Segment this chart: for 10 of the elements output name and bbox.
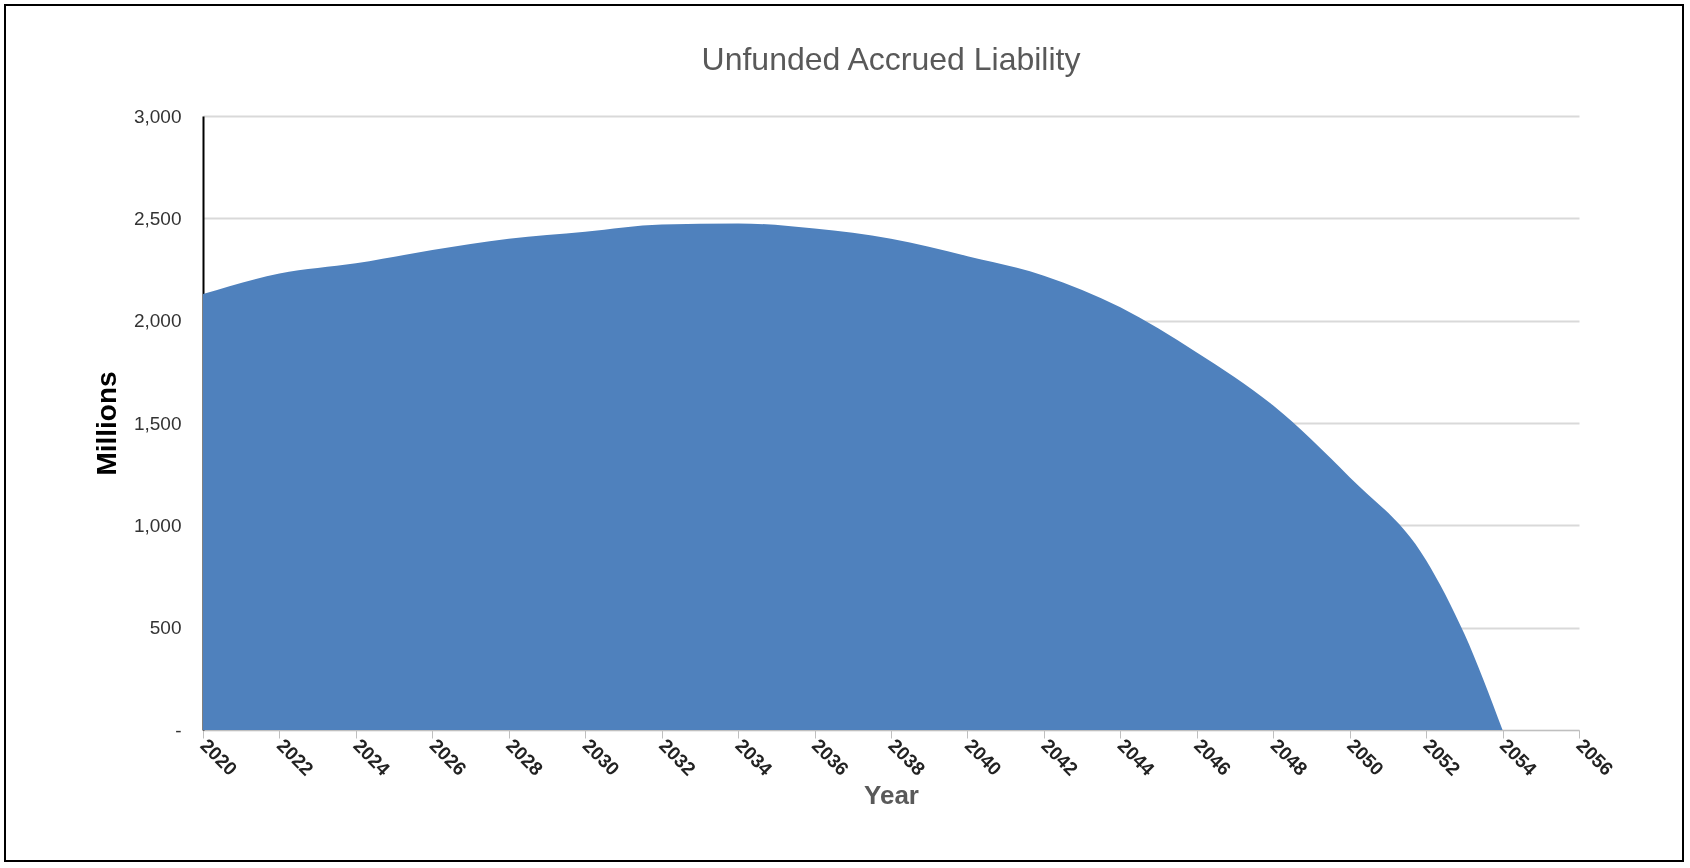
y-tick-label: 500	[149, 617, 182, 639]
y-tick-label: 1,000	[133, 514, 182, 536]
y-tick-label: 2,500	[133, 207, 182, 229]
y-tick-label: 1,500	[133, 412, 182, 434]
y-axis-title: Millions	[90, 371, 122, 476]
y-tick-label: 2,000	[133, 310, 182, 332]
chart-title: Unfunded Accrued Liability	[701, 41, 1081, 77]
x-axis-title: Year	[864, 780, 919, 811]
y-tick-label: -	[175, 719, 182, 741]
y-tick-label: 3,000	[133, 105, 182, 127]
